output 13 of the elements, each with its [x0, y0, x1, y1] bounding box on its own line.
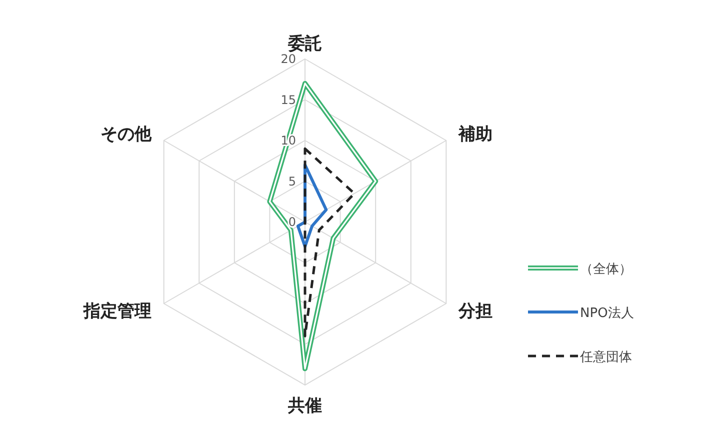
- legend-label: NPO法人: [580, 306, 634, 321]
- spoke-label: その他: [100, 124, 153, 144]
- y-tick-label: 5: [288, 174, 296, 188]
- legend-label: 任意団体: [579, 350, 632, 365]
- spoke-label: 委託: [287, 34, 322, 54]
- spoke-label: 補助: [457, 124, 492, 144]
- y-tick-label: 15: [280, 92, 296, 107]
- y-tick-label: 0: [288, 215, 296, 229]
- spoke-label: 共催: [287, 396, 322, 416]
- y-tick-label: 20: [280, 52, 296, 66]
- legend-label: （全体）: [580, 262, 632, 277]
- spoke-label: 指定管理: [82, 302, 152, 322]
- spoke-label: 分担: [457, 302, 492, 322]
